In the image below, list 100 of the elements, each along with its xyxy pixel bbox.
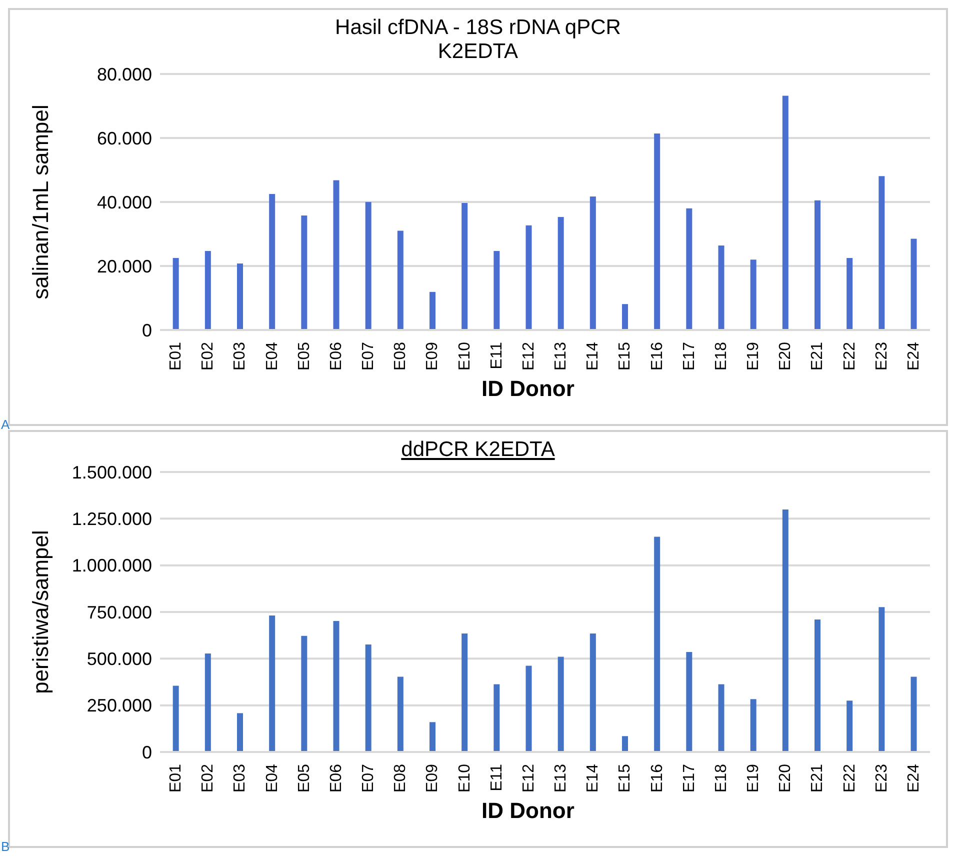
x-tick-label: E09 [424,764,442,792]
chart-subtitle: K2EDTA [436,40,520,64]
x-tick-label: E16 [648,764,666,792]
bar [526,225,532,330]
bar [558,217,564,330]
bar [204,653,211,752]
bar [172,258,179,330]
x-tick-label: E22 [841,764,858,792]
bar [622,304,628,330]
bar [686,208,692,330]
x-tick-label: E15 [616,342,634,370]
bar [269,616,276,752]
x-tick-label: E24 [905,342,922,370]
y-tick-label: 1.000.000 [72,556,152,576]
bar [301,215,308,330]
x-tick-label: E02 [200,764,217,792]
y-tick-label: 1.500.000 [72,462,152,482]
bar [910,676,917,752]
text: A [1,417,10,432]
y-tick-label: 0 [142,742,152,762]
bar [237,713,243,752]
x-tick-label: E15 [616,764,634,792]
y-tick-label: 0 [142,320,152,340]
x-tick-label: E23 [873,342,890,370]
bar [397,676,404,752]
bar [558,656,564,752]
x-tick-label: E06 [328,764,345,792]
bar [237,263,243,330]
x-tick-label: E21 [809,764,826,792]
bar [365,644,372,752]
x-tick-label: E03 [232,342,249,370]
text: B [1,839,10,854]
x-axis-title: ID Donor [480,798,576,824]
x-tick-label: E08 [392,342,410,370]
x-tick-label: E14 [584,342,602,370]
bar [878,176,885,330]
bar [846,700,853,752]
x-tick-label: E01 [168,342,185,370]
x-tick-label: E16 [648,342,666,370]
x-tick-label: E14 [584,764,602,792]
bar [365,202,372,330]
bar [590,196,596,330]
bar [204,250,211,330]
bar [686,652,692,752]
bar [814,200,820,330]
bar [750,699,756,752]
bar [333,180,340,330]
x-tick-label: E22 [841,342,858,370]
y-tick-label: 750.000 [86,602,152,622]
x-tick-label: E13 [552,764,570,792]
x-tick-label: E24 [905,764,922,792]
bar [494,250,500,330]
x-tick-label: E05 [296,764,313,792]
bar [910,238,917,330]
bar [590,633,596,752]
x-tick-label: E20 [777,764,794,792]
x-tick-label: E09 [424,342,442,370]
x-tick-label: E17 [680,342,698,370]
chart-title: Hasil cfDNA - 18S rDNA qPCR [334,16,622,40]
y-tick-label: 20.000 [96,256,152,276]
x-tick-label: E18 [712,764,730,792]
bar [462,633,468,752]
x-tick-label: E21 [809,342,826,370]
x-tick-label: E04 [264,342,281,370]
bar [782,510,788,752]
bar [654,134,660,330]
bar [333,620,340,752]
x-tick-label: E13 [552,342,570,370]
x-tick-label: E19 [745,764,762,792]
bar [814,619,820,752]
bar [269,194,276,330]
bar [782,96,788,330]
x-tick-label: E06 [328,342,345,370]
bar [430,722,436,752]
x-tick-label: E18 [712,342,730,370]
y-tick-label: 60.000 [96,128,152,148]
bar [526,666,532,752]
y-axis-title: salinan/1mL sampel [28,104,53,300]
x-tick-label: E07 [360,764,378,792]
x-tick-label: E11 [488,764,506,792]
bar [462,202,468,330]
x-tick-label: E08 [392,764,410,792]
x-tick-label: E07 [360,342,378,370]
x-tick-label: E17 [680,764,698,792]
y-axis-title: peristiwa/sampel [28,530,53,694]
bar [172,686,179,752]
x-tick-label: E10 [456,764,474,792]
y-tick-label: 40.000 [96,192,152,212]
x-tick-label: E01 [168,764,185,792]
bar [494,684,500,752]
bar [397,230,404,330]
x-tick-label: E12 [520,342,538,370]
bar [718,684,724,752]
x-tick-label: E10 [456,342,474,370]
bar [846,258,853,330]
bar [750,260,756,330]
x-tick-label: E12 [520,764,538,792]
bar [622,736,628,752]
x-tick-label: E23 [873,764,890,792]
x-tick-label: E20 [777,342,794,370]
